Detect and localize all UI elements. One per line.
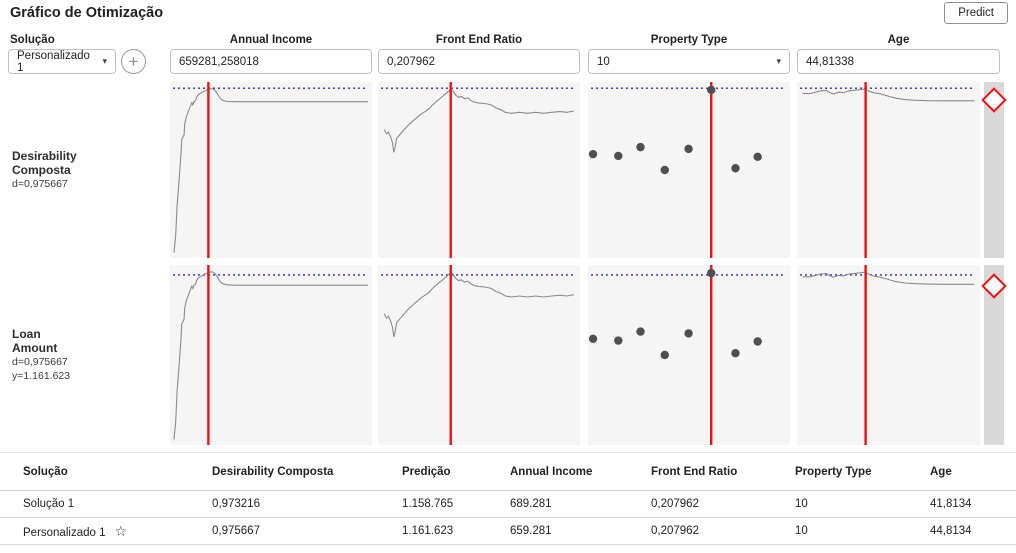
page-title: Gráfico de Otimização [10, 5, 164, 21]
loan-prediction-value: y=1.161.623 [12, 370, 71, 382]
col-front-end-ratio: Front End Ratio [651, 452, 795, 491]
table-row[interactable]: Solução 1 0,973216 1.158.765 689.281 0,2… [0, 490, 1016, 518]
solution-label: Solução [10, 34, 55, 46]
desirability-trace-strip [984, 82, 1004, 258]
annual-income-input[interactable] [170, 49, 372, 74]
table-header-row: Solução Desirability Composta Predição A… [0, 452, 1016, 491]
factor-front-end-ratio-label: Front End Ratio [435, 34, 523, 46]
factor-property-type-label: Property Type [650, 34, 728, 46]
response-label-loan-amount: Loan Amount d=0,975667 y=1.161.623 [12, 327, 162, 383]
desirability-trace-strip [984, 265, 1004, 445]
profiler-panel-desirability-front-end-ratio[interactable] [378, 82, 580, 258]
desirability-value: d=0,975667 [12, 178, 68, 190]
factor-annual-income-label: Annual Income [229, 34, 313, 46]
solution-dropdown-value: Personalizado 1 [17, 49, 90, 74]
response-label-desirability: Desirability Composta d=0,975667 [12, 149, 162, 191]
solution-name: Personalizado 1 [23, 526, 106, 539]
add-solution-button[interactable]: + [121, 49, 146, 74]
property-type-value: 10 [597, 55, 610, 68]
col-age: Age [930, 452, 1016, 491]
chevron-down-icon: ▾ [776, 56, 781, 66]
col-desirability: Desirability Composta [212, 452, 402, 491]
profiler-panel-loan-age[interactable] [797, 265, 980, 445]
favorite-star-icon[interactable]: ☆ [114, 522, 128, 539]
solution-dropdown[interactable]: Personalizado 1 ▾ [8, 49, 116, 74]
col-annual-income: Annual Income [510, 452, 651, 491]
profiler-panel-desirability-property-type[interactable] [588, 82, 790, 258]
col-property-type: Property Type [795, 452, 930, 491]
profiler-panel-loan-front-end-ratio[interactable] [378, 265, 580, 445]
front-end-ratio-input[interactable] [378, 49, 580, 74]
property-type-select[interactable]: 10 ▾ [588, 49, 790, 74]
age-input[interactable] [797, 49, 1000, 74]
profiler-panel-loan-annual-income[interactable] [170, 265, 372, 445]
profiler-panel-desirability-annual-income[interactable] [170, 82, 372, 258]
table-row[interactable]: Personalizado 1 ☆ 0,975667 1.161.623 659.… [0, 517, 1016, 545]
profiler-panel-loan-property-type[interactable] [588, 265, 790, 445]
loan-desirability-value: d=0,975667 [12, 356, 68, 368]
profiler-panel-desirability-age[interactable] [797, 82, 980, 258]
predict-button[interactable]: Predict [944, 2, 1008, 24]
solutions-table: Solução Desirability Composta Predição A… [0, 452, 1016, 545]
col-predicao: Predição [402, 452, 510, 491]
chevron-down-icon: ▾ [102, 56, 107, 66]
solution-name: Solução 1 [23, 498, 75, 510]
factor-age-label: Age [887, 34, 910, 46]
col-solucao: Solução [0, 452, 212, 491]
